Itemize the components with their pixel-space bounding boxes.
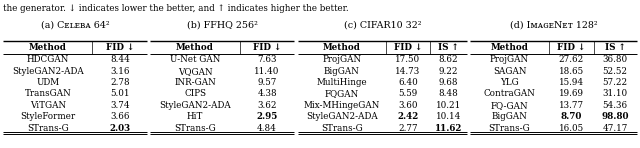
- Text: 27.62: 27.62: [559, 55, 584, 64]
- Text: 19.69: 19.69: [559, 89, 584, 98]
- Text: 11.40: 11.40: [254, 67, 280, 76]
- Text: 9.57: 9.57: [257, 78, 276, 87]
- Text: (d) IᴍᴀɢᴇNᴇᴛ 128²: (d) IᴍᴀɢᴇNᴇᴛ 128²: [510, 21, 597, 30]
- Text: Method: Method: [176, 43, 214, 52]
- Text: 36.80: 36.80: [603, 55, 628, 64]
- Text: ViTGAN: ViTGAN: [30, 101, 66, 110]
- Text: YLG: YLG: [500, 78, 519, 87]
- Text: 2.95: 2.95: [257, 112, 278, 121]
- Text: ProjGAN: ProjGAN: [322, 55, 361, 64]
- Text: Mix-MHingeGAN: Mix-MHingeGAN: [303, 101, 380, 110]
- Text: IS ↑: IS ↑: [438, 43, 459, 52]
- Text: IS ↑: IS ↑: [605, 43, 626, 52]
- Text: 54.36: 54.36: [603, 101, 628, 110]
- Text: 9.68: 9.68: [439, 78, 458, 87]
- Text: the generator. ↓ indicates lower the better, and ↑ indicates higher the better.: the generator. ↓ indicates lower the bet…: [3, 4, 349, 13]
- Text: BigGAN: BigGAN: [492, 112, 527, 121]
- Text: 15.94: 15.94: [559, 78, 584, 87]
- Text: STrans-G: STrans-G: [321, 124, 363, 133]
- Text: ProjGAN: ProjGAN: [490, 55, 529, 64]
- Text: HDCGAN: HDCGAN: [27, 55, 69, 64]
- Text: (b) FFHQ 256²: (b) FFHQ 256²: [187, 21, 258, 30]
- Text: 31.10: 31.10: [603, 89, 628, 98]
- Text: FID ↓: FID ↓: [557, 43, 585, 52]
- Text: 3.60: 3.60: [398, 101, 417, 110]
- Text: STrans-G: STrans-G: [488, 124, 531, 133]
- Text: SAGAN: SAGAN: [493, 67, 526, 76]
- Text: 16.05: 16.05: [559, 124, 584, 133]
- Text: STrans-G: STrans-G: [27, 124, 68, 133]
- Text: 3.62: 3.62: [257, 101, 276, 110]
- Text: (c) CIFAR10 32²: (c) CIFAR10 32²: [344, 21, 421, 30]
- Text: 8.62: 8.62: [439, 55, 458, 64]
- Text: 10.14: 10.14: [436, 112, 461, 121]
- Text: 6.40: 6.40: [398, 78, 418, 87]
- Text: 5.59: 5.59: [398, 89, 417, 98]
- Text: StyleGAN2-ADA: StyleGAN2-ADA: [159, 101, 231, 110]
- Text: 14.73: 14.73: [396, 67, 420, 76]
- Text: 47.17: 47.17: [602, 124, 628, 133]
- Text: 8.70: 8.70: [561, 112, 582, 121]
- Text: 5.01: 5.01: [110, 89, 129, 98]
- Text: INR-GAN: INR-GAN: [174, 78, 216, 87]
- Text: 2.03: 2.03: [109, 124, 131, 133]
- Text: FID ↓: FID ↓: [394, 43, 422, 52]
- Text: U-Net GAN: U-Net GAN: [170, 55, 220, 64]
- Text: 3.66: 3.66: [110, 112, 129, 121]
- Text: 17.50: 17.50: [396, 55, 420, 64]
- Text: Method: Method: [491, 43, 529, 52]
- Text: Method: Method: [323, 43, 360, 52]
- Text: FID ↓: FID ↓: [106, 43, 134, 52]
- Text: 7.63: 7.63: [257, 55, 276, 64]
- Text: FQGAN: FQGAN: [324, 89, 359, 98]
- Text: VQGAN: VQGAN: [178, 67, 212, 76]
- Text: 4.38: 4.38: [257, 89, 277, 98]
- Text: UDM: UDM: [36, 78, 60, 87]
- Text: 98.80: 98.80: [602, 112, 629, 121]
- Text: 8.48: 8.48: [438, 89, 458, 98]
- Text: MultiHinge: MultiHinge: [316, 78, 367, 87]
- Text: HiT: HiT: [187, 112, 204, 121]
- Text: ContraGAN: ContraGAN: [484, 89, 536, 98]
- Text: 10.21: 10.21: [436, 101, 461, 110]
- Text: 11.62: 11.62: [435, 124, 462, 133]
- Text: StyleFormer: StyleFormer: [20, 112, 76, 121]
- Text: (a) Cᴇʟᴇʙᴀ 64²: (a) Cᴇʟᴇʙᴀ 64²: [41, 21, 109, 30]
- Text: 2.77: 2.77: [398, 124, 418, 133]
- Text: 3.16: 3.16: [110, 67, 129, 76]
- Text: CIPS: CIPS: [184, 89, 206, 98]
- Text: 3.74: 3.74: [110, 101, 130, 110]
- Text: 13.77: 13.77: [559, 101, 584, 110]
- Text: StyleGAN2-ADA: StyleGAN2-ADA: [306, 112, 378, 121]
- Text: 57.22: 57.22: [603, 78, 628, 87]
- Text: 18.65: 18.65: [559, 67, 584, 76]
- Text: FQ-GAN: FQ-GAN: [491, 101, 528, 110]
- Text: FID ↓: FID ↓: [253, 43, 281, 52]
- Text: 8.44: 8.44: [110, 55, 130, 64]
- Text: 52.52: 52.52: [603, 67, 628, 76]
- Text: 9.22: 9.22: [439, 67, 458, 76]
- Text: 4.84: 4.84: [257, 124, 277, 133]
- Text: 2.42: 2.42: [397, 112, 419, 121]
- Text: STrans-G: STrans-G: [174, 124, 216, 133]
- Text: StyleGAN2-ADA: StyleGAN2-ADA: [12, 67, 84, 76]
- Text: BigGAN: BigGAN: [324, 67, 360, 76]
- Text: Method: Method: [29, 43, 67, 52]
- Text: 2.78: 2.78: [110, 78, 130, 87]
- Text: TransGAN: TransGAN: [24, 89, 71, 98]
